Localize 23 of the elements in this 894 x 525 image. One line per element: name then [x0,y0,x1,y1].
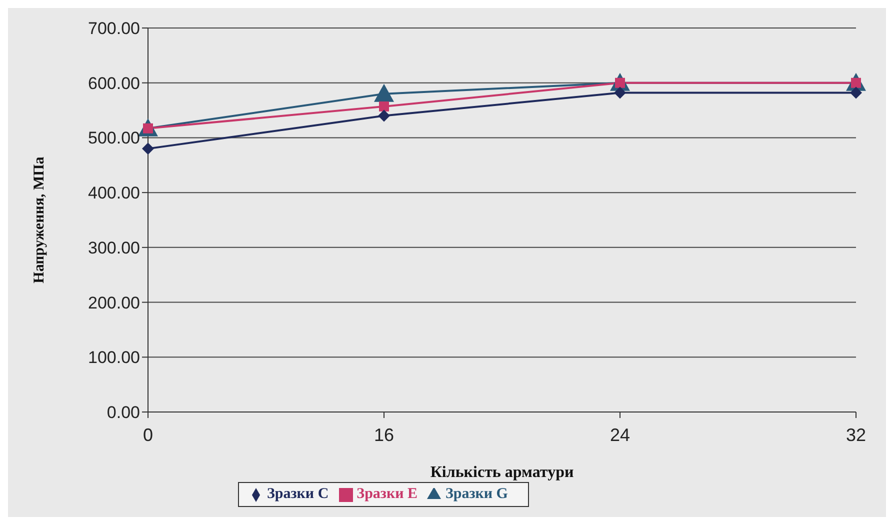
y-tick-label: 300.00 [88,238,140,258]
legend-label: Зразки E [356,486,418,502]
legend-label: Зразки C [267,486,329,502]
y-axis-title: Напруження, МПа [31,156,48,284]
point [142,142,154,155]
x-tick-label: 24 [610,424,630,445]
x-tick-label: 32 [846,424,866,445]
y-tick-label: 600.00 [88,74,140,93]
point [850,86,862,99]
y-tick-label: 100.00 [88,348,140,368]
x-tick-label: 16 [374,424,394,445]
y-tick-label: 200.00 [88,293,140,312]
x-tick-label: 0 [142,424,154,445]
point [374,84,394,102]
y-tick-label: 500.00 [88,128,140,148]
point [378,110,390,122]
y-tick-label: 700.00 [88,19,140,38]
legend-label: Зразки G [445,486,508,502]
y-tick-label: 400.00 [88,184,140,203]
point [614,86,626,99]
point [379,101,389,112]
y-tick-label: 0.00 [106,403,140,422]
x-axis-title: Кількість арматури [430,464,574,481]
